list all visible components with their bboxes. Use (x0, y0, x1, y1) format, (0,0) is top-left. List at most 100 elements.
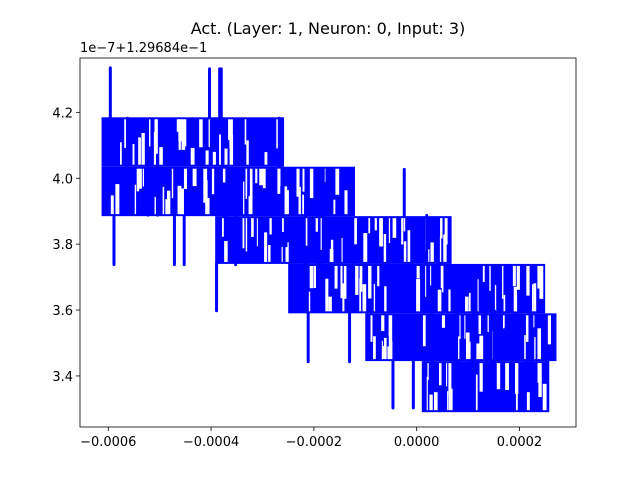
trace-gap (302, 194, 305, 215)
y-tick-label: 3.6 (52, 304, 73, 319)
trace-gap (264, 152, 268, 165)
trace-gap (359, 265, 363, 292)
trace-gap (515, 382, 518, 411)
trace-gap (401, 218, 404, 245)
trace-gap (459, 315, 461, 340)
x-axis: −0.0006 −0.0004 −0.0002 0.0000 0.0002 (80, 427, 542, 450)
trace-gap (341, 237, 343, 262)
trace-gap (242, 218, 245, 249)
trace-gap (245, 168, 247, 200)
trace-gap (416, 265, 420, 279)
trace-gap (276, 119, 279, 149)
trace-gap (183, 119, 187, 147)
trace-gap (383, 234, 387, 262)
trace-gap (537, 363, 540, 383)
trace-gap (115, 184, 120, 215)
x-tick-label: −0.0006 (80, 435, 136, 450)
trace-gap (359, 278, 362, 312)
trace-gap (355, 265, 359, 295)
trace-gap (542, 383, 547, 411)
trace-gap (176, 119, 180, 132)
trace-gap (282, 218, 284, 233)
trace-gap (149, 119, 151, 147)
trace-gap (205, 150, 209, 165)
trace-gap (212, 151, 216, 165)
trace-gap (476, 343, 480, 360)
trace-gap (302, 168, 305, 192)
trace-gap (199, 119, 203, 148)
trace-gap (477, 279, 479, 312)
trace-gap (388, 218, 391, 243)
trace-gap (132, 143, 135, 165)
trace-gap (429, 394, 433, 411)
trace-gap (427, 249, 430, 262)
trace-gap (205, 180, 208, 215)
trace-gap (515, 363, 519, 394)
trace-gap (138, 137, 141, 165)
trace-gap (207, 197, 210, 215)
trace-gap (171, 168, 174, 199)
trace-gap (382, 345, 385, 360)
trace-gap (340, 265, 343, 299)
trace-gap (446, 363, 448, 387)
trace-gap (444, 218, 448, 245)
y-tick-label: 4.2 (52, 106, 73, 121)
trace-gap (526, 265, 530, 296)
trace-gap (315, 218, 318, 232)
trace-gap (334, 265, 338, 289)
trace-gap (333, 199, 336, 215)
trace-gap (222, 168, 226, 183)
trace-gap (379, 218, 383, 247)
trace-gap (354, 218, 357, 245)
trace-gap (192, 168, 197, 187)
trace-gap (285, 247, 288, 262)
trace-gap (531, 284, 534, 312)
trace-gap (177, 185, 182, 215)
trace-gap (264, 232, 268, 262)
trace-gap (479, 363, 483, 392)
trace-gap (134, 184, 137, 215)
trace-gap (342, 283, 345, 312)
trace-gap (403, 241, 407, 262)
trace-gap (482, 265, 485, 282)
trace-gap (502, 265, 504, 299)
trace-gap (448, 289, 451, 312)
trace-gap (486, 315, 489, 333)
trace-gap (255, 168, 258, 184)
trace-gap (464, 315, 466, 339)
trace-gap (512, 265, 516, 287)
trace-gap (489, 265, 491, 291)
trace-gap (159, 147, 163, 165)
trace-gap (449, 388, 453, 411)
y-axis: 3.4 3.6 3.8 4.0 4.2 (52, 106, 80, 385)
trace-gap (479, 335, 484, 360)
trace-gap (513, 286, 517, 312)
trace-gap (136, 168, 140, 192)
trace-gap (430, 242, 434, 262)
trace-gap (503, 315, 505, 328)
trace-gap (457, 336, 460, 360)
trace-gap (533, 315, 535, 328)
trace-gap (439, 237, 442, 262)
chart-title: Act. (Layer: 1, Neuron: 0, Input: 3) (191, 19, 466, 38)
trace-gap (363, 233, 368, 262)
trace-gap (308, 291, 311, 312)
trace-gap (437, 289, 442, 312)
trace-gap (124, 119, 127, 148)
trace-gap (296, 168, 300, 197)
trace-gap (384, 286, 387, 312)
trace-gap (251, 218, 254, 237)
x-tick-label: −0.0002 (286, 435, 342, 450)
trace-gap (178, 119, 183, 142)
trace-gap (229, 134, 234, 165)
trace-gap (537, 265, 541, 289)
trace-gap (387, 346, 390, 360)
trace-gap (381, 315, 385, 331)
trace-gap (222, 218, 224, 237)
trace-gap (440, 218, 443, 239)
trace-gap (392, 218, 397, 238)
trace-gap (368, 265, 372, 299)
trace-gap (259, 168, 263, 186)
trace-gap (440, 265, 443, 289)
trace-gap (180, 188, 184, 215)
